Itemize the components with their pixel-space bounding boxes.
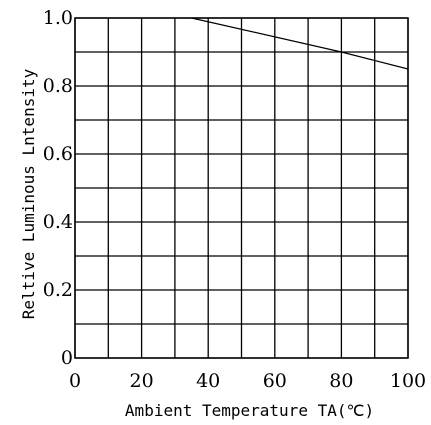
y-tick-label: 0.2: [43, 279, 73, 301]
y-tick-labels: 0 0.2 0.4 0.6 0.8 1.0: [43, 7, 73, 369]
x-tick-label: 20: [130, 370, 154, 392]
x-tick-label: 0: [69, 370, 81, 392]
x-tick-label: 60: [263, 370, 287, 392]
x-tick-label: 100: [390, 370, 426, 392]
x-axis-label: Ambient Temperature TA(℃): [125, 401, 374, 420]
y-axis-label: Reltive Luminous Lntensity: [19, 68, 38, 319]
x-tick-label: 40: [196, 370, 220, 392]
y-tick-label: 0.4: [43, 211, 73, 233]
y-tick-label: 0.8: [43, 75, 73, 97]
x-tick-label: 80: [329, 370, 353, 392]
x-tick-labels: 0 20 40 60 80 100: [69, 370, 426, 392]
y-tick-label: 1.0: [43, 7, 73, 29]
y-tick-label: 0: [61, 347, 73, 369]
series-layer: [191, 17, 409, 70]
series-line-1: [191, 17, 409, 70]
plot-frame: [74, 17, 409, 359]
y-tick-label: 0.6: [43, 143, 73, 165]
grid: [74, 17, 409, 359]
